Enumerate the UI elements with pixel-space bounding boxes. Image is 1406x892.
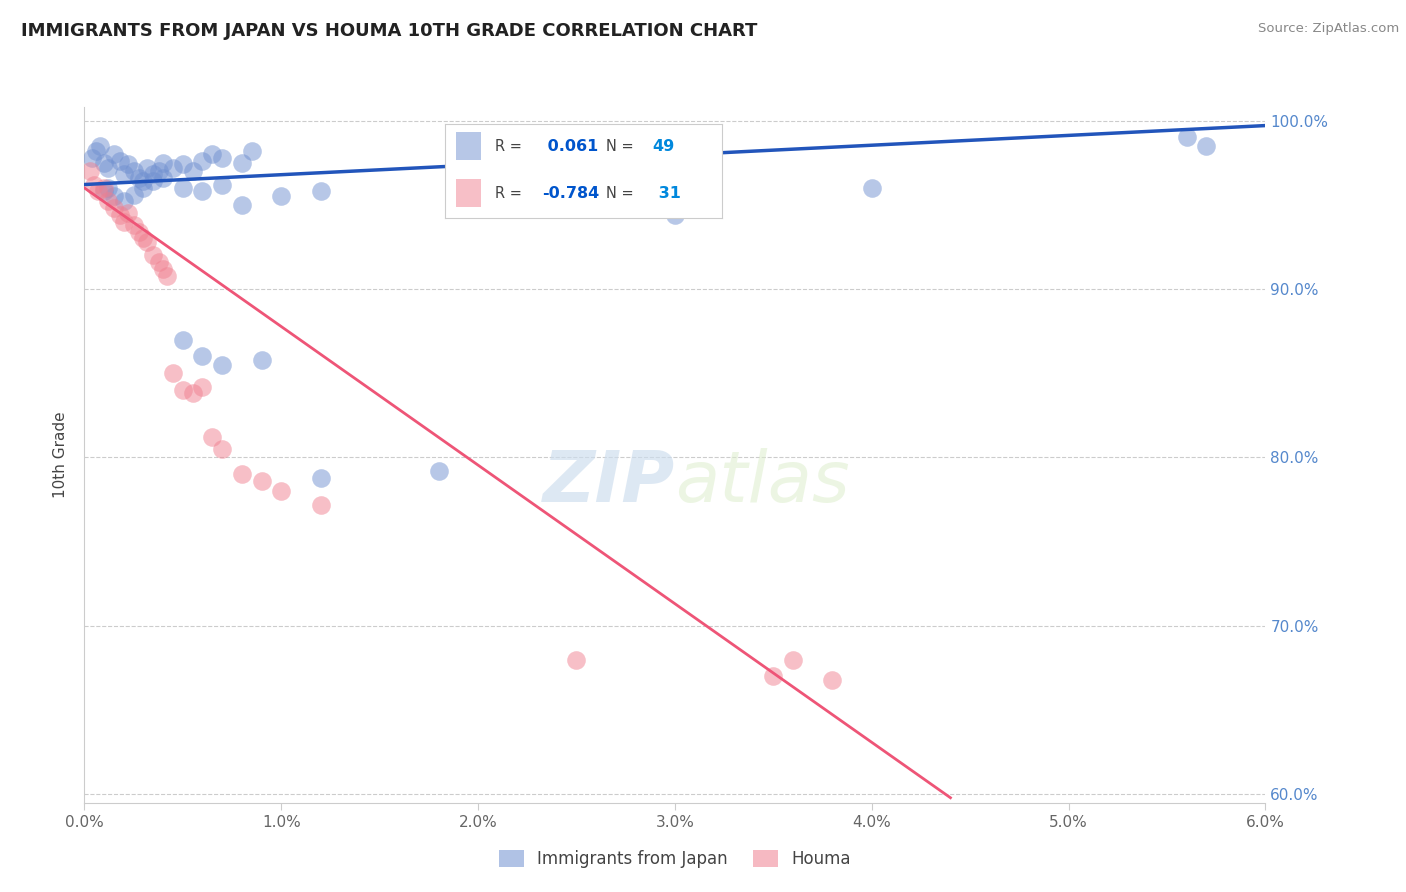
- Point: [231, 198, 253, 212]
- Text: atlas: atlas: [675, 449, 849, 517]
- Point: [97, 161, 120, 175]
- Point: [97, 181, 120, 195]
- Point: [191, 153, 214, 168]
- Point: [565, 201, 588, 215]
- Point: [103, 201, 125, 215]
- Point: [117, 157, 139, 171]
- Point: [108, 208, 131, 222]
- Y-axis label: 10th Grade: 10th Grade: [53, 411, 69, 499]
- Point: [103, 147, 125, 161]
- Point: [231, 155, 253, 169]
- Point: [782, 652, 804, 666]
- Text: ZIP: ZIP: [543, 449, 675, 517]
- Text: IMMIGRANTS FROM JAPAN VS HOUMA 10TH GRADE CORRELATION CHART: IMMIGRANTS FROM JAPAN VS HOUMA 10TH GRAD…: [21, 22, 758, 40]
- Point: [565, 652, 588, 666]
- Point: [250, 474, 273, 488]
- Point: [309, 184, 332, 198]
- Point: [89, 138, 111, 153]
- Point: [1175, 130, 1198, 145]
- Point: [1195, 138, 1218, 153]
- Point: [427, 464, 450, 478]
- Point: [191, 184, 214, 198]
- Point: [181, 386, 204, 401]
- Point: [132, 181, 155, 195]
- Legend: Immigrants from Japan, Houma: Immigrants from Japan, Houma: [492, 843, 858, 874]
- Point: [240, 144, 263, 158]
- Point: [181, 164, 204, 178]
- Point: [860, 181, 883, 195]
- Point: [79, 164, 101, 178]
- Point: [93, 184, 115, 198]
- Point: [152, 155, 174, 169]
- Point: [309, 498, 332, 512]
- Point: [211, 151, 233, 165]
- Point: [270, 484, 292, 499]
- Point: [132, 174, 155, 188]
- Point: [136, 161, 159, 175]
- Point: [152, 261, 174, 276]
- Point: [762, 669, 785, 683]
- Point: [250, 352, 273, 367]
- Point: [122, 187, 145, 202]
- Point: [148, 255, 170, 269]
- Point: [128, 225, 150, 239]
- Point: [664, 208, 686, 222]
- Text: Source: ZipAtlas.com: Source: ZipAtlas.com: [1258, 22, 1399, 36]
- Point: [821, 673, 844, 687]
- Point: [112, 214, 135, 228]
- Point: [103, 189, 125, 203]
- Point: [172, 157, 194, 171]
- Point: [270, 189, 292, 203]
- Point: [122, 164, 145, 178]
- Point: [87, 184, 110, 198]
- Point: [108, 153, 131, 168]
- Point: [128, 170, 150, 185]
- Point: [156, 268, 179, 283]
- Point: [142, 168, 165, 182]
- Point: [201, 430, 224, 444]
- Point: [82, 151, 104, 165]
- Point: [231, 467, 253, 482]
- Point: [172, 333, 194, 347]
- Point: [142, 248, 165, 262]
- Point: [148, 164, 170, 178]
- Point: [172, 383, 194, 397]
- Point: [172, 181, 194, 195]
- Point: [211, 358, 233, 372]
- Point: [211, 178, 233, 192]
- Point: [83, 178, 105, 192]
- Point: [309, 470, 332, 484]
- Point: [97, 194, 120, 209]
- Point: [93, 181, 115, 195]
- Point: [136, 235, 159, 249]
- Point: [117, 206, 139, 220]
- Point: [191, 380, 214, 394]
- Point: [162, 161, 184, 175]
- Point: [122, 218, 145, 232]
- Point: [112, 194, 135, 209]
- Point: [142, 174, 165, 188]
- Point: [211, 442, 233, 456]
- Point: [201, 147, 224, 161]
- Point: [84, 144, 107, 158]
- Point: [93, 155, 115, 169]
- Point: [152, 170, 174, 185]
- Point: [162, 366, 184, 380]
- Point: [132, 231, 155, 245]
- Point: [112, 168, 135, 182]
- Point: [191, 350, 214, 364]
